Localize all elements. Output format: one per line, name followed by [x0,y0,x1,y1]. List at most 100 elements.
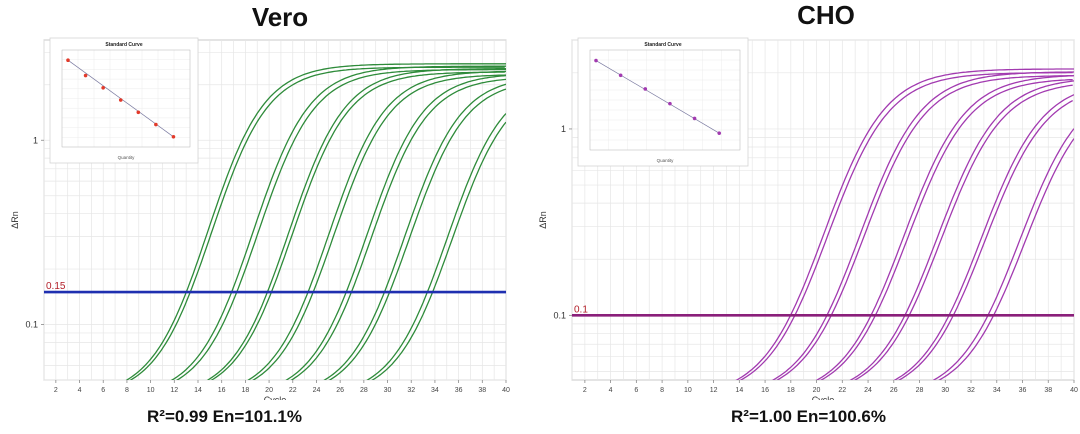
inset-data-point [154,122,158,127]
x-tick-label: 18 [241,387,249,394]
inset-data-point [692,116,697,121]
amplification-curve [247,70,506,380]
x-tick-label: 2 [54,387,58,394]
amplification-curve [206,68,506,380]
x-tick-label: 20 [265,387,273,394]
x-tick-label: 10 [147,387,155,394]
x-tick-label: 6 [101,387,105,394]
inset-data-point [171,134,176,139]
x-tick-label: 22 [289,387,297,394]
x-tick-label: 6 [634,387,638,394]
amplification-curve [938,138,1074,380]
x-tick-label: 12 [170,387,178,394]
x-tick-label: 34 [993,387,1001,394]
vero-regression-stats: R²=0.99 En=101.1% [147,407,302,426]
inset-frame [577,37,749,167]
amplification-curve [125,63,506,380]
amplification-curve [290,78,506,380]
x-tick-label: 24 [313,387,321,394]
inset-data-point [618,73,623,78]
vero-chart-title: Vero [251,2,309,32]
x-tick-label: 38 [1044,387,1052,394]
x-tick-label: 38 [478,387,486,394]
amplification-curve [252,74,506,380]
inset-title: Standard Curve [105,42,142,48]
amplification-curve [771,71,1074,380]
cho-chart-title: CHO [797,0,855,30]
vero-x-axis-label: Cycle [264,395,287,400]
amplification-curve [893,94,1074,380]
x-tick-label: 28 [916,387,924,394]
x-tick-label: 10 [684,387,692,394]
x-tick-label: 16 [218,387,226,394]
x-tick-label: 12 [710,387,718,394]
vero-standard-curve-inset: Standard Curve Quantity [49,37,199,164]
inset-title: Standard Curve [644,42,681,48]
inset-data-point [66,58,70,63]
amplification-curve [897,100,1074,380]
amplification-curve [815,75,1074,380]
amplification-curve [285,74,506,380]
vero-y-axis-label: ΔRn [10,211,20,229]
cho-y-axis-label: ΔRn [538,211,548,229]
amplification-curve [819,78,1073,380]
cho-amplification-plot: 2 4 6 8 10 12 14 16 18 20 22 24 26 28 30 32 34 36 38 40Cycl… [538,37,1078,400]
x-tick-label: 4 [78,387,82,394]
inset-data-point [643,87,648,91]
amplification-curve [328,88,506,380]
amplification-curve [323,83,506,380]
x-tick-label: 14 [735,387,743,394]
x-tick-label: 36 [1019,387,1027,394]
x-tick-label: 30 [941,387,949,394]
x-tick-label: 8 [660,387,664,394]
x-tick-label: 40 [1070,387,1078,394]
inset-x-label: Quantity [118,155,136,160]
inset-data-point [717,131,722,135]
x-tick-label: 2 [583,387,587,394]
inset-regression-line [595,60,720,134]
amplification-curve [210,71,505,380]
x-tick-label: 32 [407,387,415,394]
inset-data-point [136,110,141,115]
cho-standard-curve-inset: Standard Curve Quantity [577,37,749,167]
y-tick-label: 0.1 [553,310,566,320]
x-tick-label: 4 [609,387,613,394]
amplification-curve [849,80,1074,380]
x-tick-label: 22 [838,387,846,394]
vero-amplification-plot: 2 4 6 8 10 12 14 16 18 20 22 24 26 28 30 32 34 36 38 40Cycl… [10,37,510,400]
x-tick-label: 26 [890,387,898,394]
amplification-curve [170,65,506,380]
x-tick-label: 16 [761,387,769,394]
x-tick-label: 24 [864,387,872,394]
inset-plot-area [589,49,741,151]
vero-threshold-label: 0.15 [46,281,66,292]
vero-curves [125,63,506,380]
cho-regression-stats: R²=1.00 En=100.6% [731,407,886,426]
x-tick-label: 34 [431,387,439,394]
amplification-curve [932,128,1074,380]
x-tick-label: 14 [194,387,202,394]
inset-data-point [83,73,88,78]
x-tick-label: 36 [455,387,463,394]
amplification-curve [853,84,1073,380]
x-tick-label: 32 [967,387,975,394]
x-tick-label: 8 [125,387,129,394]
inset-data-point [668,101,672,106]
y-tick-label: 1 [561,124,566,134]
y-tick-label: 1 [33,135,38,145]
x-tick-label: 26 [336,387,344,394]
inset-plot-area [61,49,191,148]
x-tick-label: 40 [502,387,510,394]
x-tick-label: 30 [384,387,392,394]
amplification-curve [366,113,506,380]
inset-x-label: Quantity [657,158,675,163]
x-tick-label: 18 [787,387,795,394]
amplification-curve [129,66,505,380]
inset-data-point [101,85,105,90]
y-tick-label: 0.1 [25,320,38,330]
inset-data-point [594,58,598,63]
cho-threshold-label: 0.1 [574,304,588,315]
inset-data-point [118,98,123,102]
amplification-curve [776,75,1073,380]
cho-x-axis-label: Cycle [812,395,835,400]
